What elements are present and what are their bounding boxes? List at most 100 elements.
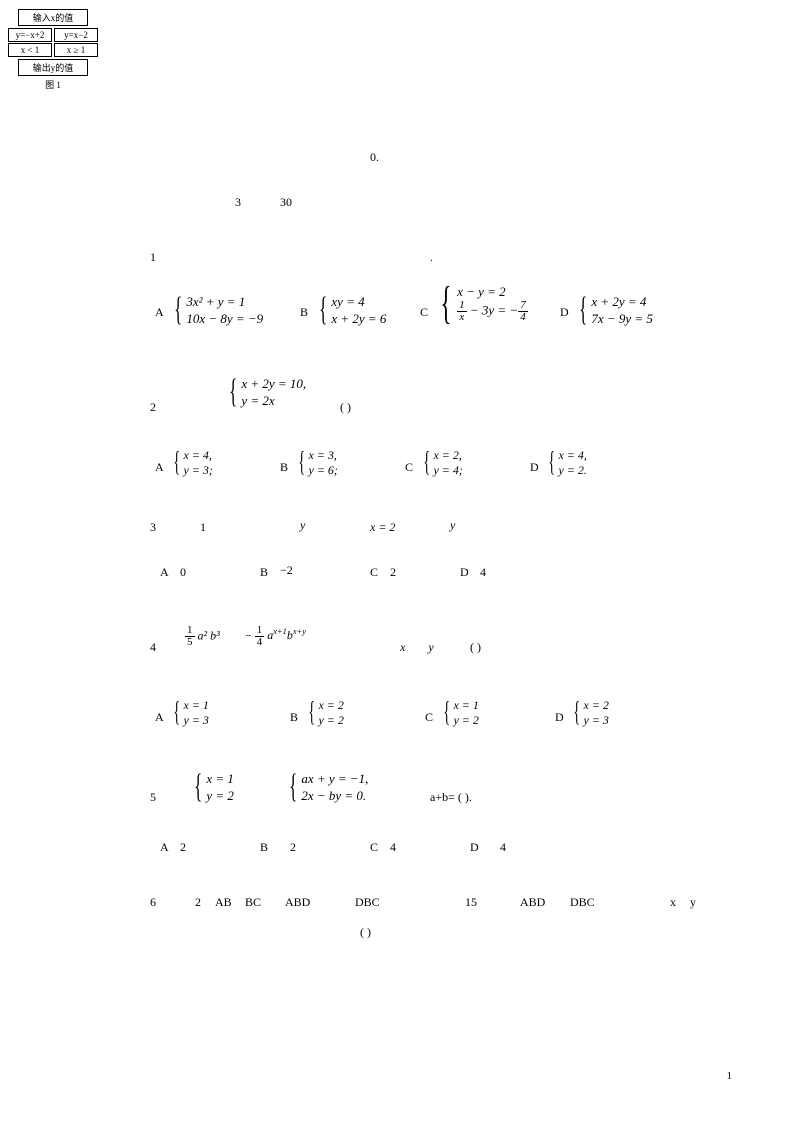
q2-D-r1: x = 4,	[558, 448, 586, 463]
q2-B-r1: x = 3,	[308, 448, 337, 463]
q4-paren: ( )	[470, 640, 481, 655]
q5-B: B	[260, 840, 268, 855]
q1-A-sys: { 3x² + y = 1 10x − 8y = −9	[170, 293, 263, 327]
q6-i: x	[670, 895, 676, 910]
q5-s1r1: x = 1	[206, 770, 234, 787]
q1-A-r2: 10x − 8y = −9	[186, 310, 263, 327]
q2-D-label: D	[530, 460, 539, 475]
q2-C-r2: y = 4;	[433, 463, 462, 478]
q5-Dv: 4	[500, 840, 506, 855]
q4-D-sys: { x = 2 y = 3	[570, 698, 609, 728]
q2-B-sys: { x = 3, y = 6;	[295, 448, 338, 478]
q1-A-r1: 3x² + y = 1	[186, 293, 263, 310]
q4-D-r1: x = 2	[583, 698, 608, 713]
q3-sub: 1	[200, 520, 206, 535]
q1-num: 1	[150, 250, 156, 265]
q1-D-r1: x + 2y = 4	[591, 293, 653, 310]
q1-D-sys: { x + 2y = 4 7x − 9y = 5	[575, 293, 653, 327]
q4-B-r2: y = 2	[318, 713, 343, 728]
q1-B-label: B	[300, 305, 308, 320]
q2-B-label: B	[280, 460, 288, 475]
q4-C-r2: y = 2	[453, 713, 478, 728]
q1-B-r2: x + 2y = 6	[331, 310, 386, 327]
q6-d: ABD	[285, 895, 310, 910]
q2-r2: y = 2x	[241, 392, 306, 409]
q4-t1rest: a² b³	[198, 628, 220, 642]
q4-num: 4	[150, 640, 156, 655]
q4-B-sys: { x = 2 y = 2	[305, 698, 344, 728]
q2-C-sys: { x = 2, y = 4;	[420, 448, 463, 478]
q5-sys2: { ax + y = −1, 2x − by = 0.	[285, 770, 368, 804]
q6-num: 6	[150, 895, 156, 910]
q2-paren: ( )	[340, 400, 351, 415]
q6-h: DBC	[570, 895, 595, 910]
q5-Av: 2	[180, 840, 186, 855]
q4-D-label: D	[555, 710, 564, 725]
q1-B-sys: { xy = 4 x + 2y = 6	[315, 293, 386, 327]
q3-num: 3	[150, 520, 156, 535]
header-30: 30	[280, 195, 292, 210]
q4-C-r1: x = 1	[453, 698, 478, 713]
q5-Cv: 4	[390, 840, 396, 855]
q3-A: A	[160, 565, 169, 580]
q2-D-sys: { x = 4, y = 2.	[545, 448, 587, 478]
page-number: 1	[727, 1070, 733, 1082]
q3-y1: y	[300, 518, 305, 533]
q1-D-label: D	[560, 305, 569, 320]
q1-C-label: C	[420, 305, 428, 320]
q4-B-r1: x = 2	[318, 698, 343, 713]
q3-B: B	[260, 565, 268, 580]
q4-xy: x y	[400, 640, 444, 655]
q3-Av: 0	[180, 565, 186, 580]
q5-s2r2: 2x − by = 0.	[301, 787, 368, 804]
q4-A-sys: { x = 1 y = 3	[170, 698, 209, 728]
q5-ab: a+b= ( ).	[430, 790, 472, 805]
q6-f: 15	[465, 895, 477, 910]
q5-s2r1: ax + y = −1,	[301, 770, 368, 787]
q5-C: C	[370, 840, 378, 855]
q2-B-r2: y = 6;	[308, 463, 337, 478]
q6-a: 2	[195, 895, 201, 910]
q5-num: 5	[150, 790, 156, 805]
q5-A: A	[160, 840, 169, 855]
q2-num: 2	[150, 400, 156, 415]
q1-A-label: A	[155, 305, 164, 320]
header-3: 3	[235, 195, 241, 210]
q3-Bv: −2	[280, 563, 293, 578]
q4-C-sys: { x = 1 y = 2	[440, 698, 479, 728]
q4-term1: 15 a² b³	[185, 625, 220, 648]
q3-Cv: 2	[390, 565, 396, 580]
q1-D-r2: 7x − 9y = 5	[591, 310, 653, 327]
q3-xeq: x = 2	[370, 520, 395, 535]
q4-minus: −	[245, 628, 252, 642]
q1-B-r1: xy = 4	[331, 293, 386, 310]
q5-Bv: 2	[290, 840, 296, 855]
q4-term2: − 14 ax+1bx+y	[245, 625, 306, 648]
q3-Dv: 4	[480, 565, 486, 580]
q2-r1: x + 2y = 10,	[241, 375, 306, 392]
header-zero: 0.	[370, 150, 379, 165]
q4-A-r1: x = 1	[183, 698, 208, 713]
q6-g: ABD	[520, 895, 545, 910]
q4-D-r2: y = 3	[583, 713, 608, 728]
q5-D: D	[470, 840, 479, 855]
q1-dot: .	[430, 250, 433, 265]
q3-D: D	[460, 565, 469, 580]
q6-paren: ( )	[360, 925, 371, 940]
q2-A-sys: { x = 4, y = 3;	[170, 448, 213, 478]
q6-e: DBC	[355, 895, 380, 910]
q2-D-r2: y = 2.	[558, 463, 586, 478]
q6-j: y	[690, 895, 696, 910]
q2-C-label: C	[405, 460, 413, 475]
q2-sys: { x + 2y = 10, y = 2x	[225, 375, 306, 409]
q4-A-label: A	[155, 710, 164, 725]
q4-A-r2: y = 3	[183, 713, 208, 728]
q4-B-label: B	[290, 710, 298, 725]
q1-C-r1: x − y = 2	[457, 283, 528, 300]
q6-c: BC	[245, 895, 261, 910]
q3-C: C	[370, 565, 378, 580]
q6-b: AB	[215, 895, 232, 910]
q1-C-r2: 1x − 3y = −74	[457, 300, 528, 323]
q2-A-label: A	[155, 460, 164, 475]
q2-A-r1: x = 4,	[183, 448, 212, 463]
